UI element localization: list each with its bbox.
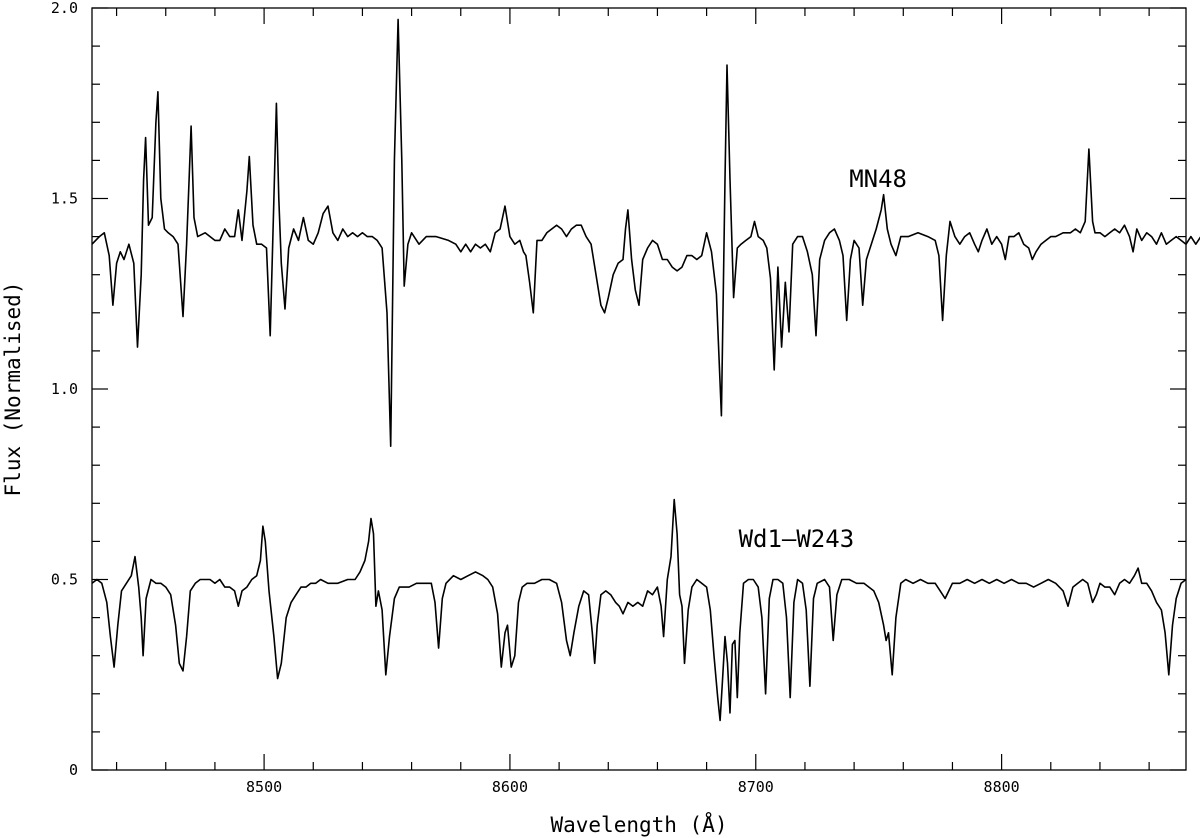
x-tick-label: 8500	[246, 778, 282, 796]
y-tick-label: 2.0	[51, 0, 78, 17]
series-label: MN48	[849, 165, 907, 193]
x-tick-label: 8800	[984, 778, 1020, 796]
spectra	[91, 18, 1200, 722]
y-tick-label: 0.5	[51, 571, 78, 589]
spectrum-line-wd1-w243	[91, 498, 1187, 722]
series-label: Wd1–W243	[739, 525, 855, 553]
y-tick-label: 1.0	[51, 380, 78, 398]
spectrum-line-mn48	[91, 18, 1200, 447]
x-tick-label: 8700	[738, 778, 774, 796]
y-tick-label: 0	[69, 761, 78, 779]
axis-ticks: 8500 8600 8700 8800 0 0.5 1.0 1.5 2.0	[51, 0, 1186, 796]
y-axis-title: Flux (Normalised)	[1, 282, 25, 497]
x-axis-title: Wavelength (Å)	[550, 811, 727, 837]
x-tick-label: 8600	[492, 778, 528, 796]
series-labels: MN48 Wd1–W243	[739, 165, 907, 553]
plot-frame	[91, 7, 1187, 771]
y-tick-label: 1.5	[51, 190, 78, 208]
